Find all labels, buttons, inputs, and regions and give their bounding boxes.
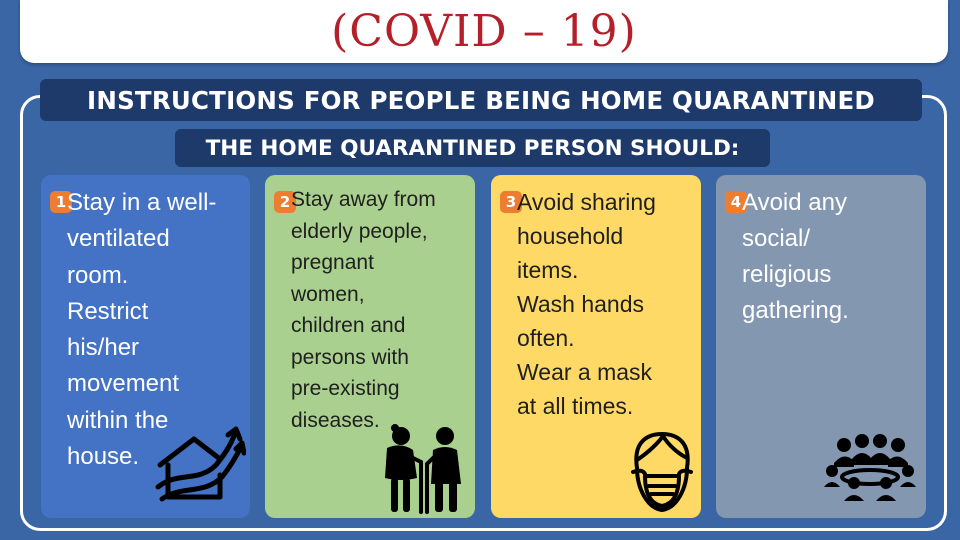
card-line: diseases.	[291, 408, 380, 432]
step-badge-2: 2	[274, 191, 296, 213]
card-text-2: Stay away from elderly people, pregnant …	[291, 184, 469, 436]
elderly-couple-icon	[385, 424, 461, 514]
card-line: persons with	[291, 345, 409, 369]
card-text-4: Avoid any social/ religious gathering.	[742, 185, 920, 329]
subheading-banner: THE HOME QUARANTINED PERSON SHOULD:	[175, 129, 770, 167]
card-line: elderly people,	[291, 219, 428, 243]
step-badge-1: 1	[50, 191, 72, 213]
card-line: religious	[742, 261, 832, 288]
card-text-1: Stay in a well- ventilated room. Restric…	[67, 185, 244, 475]
card-line: social/	[742, 225, 811, 252]
card-line: items.	[517, 257, 579, 283]
heading-banner: INSTRUCTIONS FOR PEOPLE BEING HOME QUARA…	[40, 79, 922, 121]
card-line: Wash hands	[517, 291, 644, 317]
heading-text: INSTRUCTIONS FOR PEOPLE BEING HOME QUARA…	[87, 85, 875, 115]
card-line: Stay in a well-	[67, 189, 217, 216]
house-growth-icon	[155, 426, 246, 502]
card-line: his/her	[67, 334, 140, 362]
face-mask-icon	[631, 432, 693, 512]
group-gathering-icon	[824, 434, 916, 501]
card-line: at all times.	[517, 393, 634, 419]
card-line: Restrict	[67, 297, 149, 325]
instruction-card-1: 1 Stay in a well- ventilated room. Restr…	[41, 175, 250, 518]
card-text-3: Avoid sharing household items. Wash hand…	[517, 185, 695, 423]
card-line: often.	[517, 325, 575, 351]
card-line: room.	[67, 261, 129, 289]
subheading-text: THE HOME QUARANTINED PERSON SHOULD:	[205, 135, 740, 161]
card-line: children and	[291, 314, 406, 337]
card-line: within the	[67, 406, 169, 434]
card-line: movement	[67, 370, 180, 398]
step-badge-4: 4	[725, 191, 747, 213]
instruction-card-2: 2 Stay away from elderly people, pregnan…	[265, 175, 475, 518]
card-line: Stay away from	[291, 188, 436, 211]
step-badge-3: 3	[500, 191, 522, 213]
card-line: Wear a mask	[517, 359, 653, 385]
card-line: pregnant	[291, 251, 374, 274]
card-line: Avoid sharing	[517, 189, 656, 215]
instruction-card-3: 3 Avoid sharing household items. Wash ha…	[491, 175, 701, 518]
card-line: household	[517, 223, 624, 249]
card-line: gathering.	[742, 297, 849, 324]
page-title: (COVID – 19)	[331, 6, 637, 57]
card-line: pre-existing	[291, 377, 400, 400]
title-box: (COVID – 19)	[20, 0, 948, 63]
card-line: women,	[291, 282, 365, 306]
card-line: Avoid any	[742, 189, 847, 216]
card-line: house.	[67, 443, 140, 471]
instruction-card-4: 4 Avoid any social/ religious gathering.	[716, 175, 926, 518]
card-line: ventilated	[67, 225, 170, 253]
